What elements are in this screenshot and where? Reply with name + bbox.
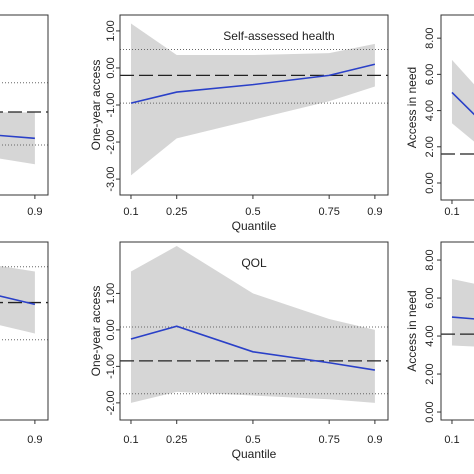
y-tick-label: -3.00 <box>105 167 117 192</box>
confidence-band <box>451 59 474 142</box>
x-axis-label: Quantile <box>232 219 277 233</box>
x-tick-label: 0.5 <box>245 206 260 218</box>
estimate-line <box>0 134 35 140</box>
estimate-line <box>130 325 376 371</box>
panel: 0.10.250.50.750.90.002.004.006.008.00Acc… <box>405 14 474 218</box>
x-tick-label: 0.9 <box>367 434 382 446</box>
y-tick-label: 0.00 <box>105 57 117 78</box>
x-tick-label: 0.1 <box>123 434 138 446</box>
y-axis-label: One-year access <box>89 60 103 151</box>
plot-frame <box>440 241 474 421</box>
panel: 0.1 0.25 0.5 0.75 0.9 -2.00 -1.00 0.00 1.00One-y… <box>89 241 389 461</box>
y-tick-label: 2.00 <box>424 136 436 157</box>
y-tick-label: 8.00 <box>424 27 436 48</box>
y-axis-label: Access in need <box>405 290 419 371</box>
x-tick-label: 0.75 <box>318 206 339 218</box>
panel: 0.10.250.50.750.9 <box>0 14 49 218</box>
confidence-band <box>451 279 474 347</box>
confidence-band <box>130 23 375 176</box>
x-tick-label: 0.9 <box>27 206 42 218</box>
plot-frame <box>119 241 389 421</box>
x-axis-label: Quantile <box>232 447 277 461</box>
panel-title: QOL <box>241 256 267 270</box>
estimate-line <box>130 63 376 104</box>
y-tick-label: 6.00 <box>424 287 436 308</box>
y-tick-label: 1.00 <box>105 20 117 41</box>
y-tick-label: 2.00 <box>424 363 436 384</box>
x-tick-label: 0.75 <box>318 434 339 446</box>
plot-area <box>0 82 48 165</box>
y-axis-label: One-year access <box>89 286 103 377</box>
estimate-line <box>0 295 36 306</box>
y-tick-label: 1.00 <box>105 283 117 304</box>
x-tick-label: 0.5 <box>245 434 260 446</box>
y-tick-label: -2.00 <box>105 390 117 415</box>
y-tick-label: 6.00 <box>424 64 436 85</box>
panel: 0.10.250.50.750.9 <box>0 241 49 446</box>
y-tick-label: 0.00 <box>424 401 436 422</box>
x-tick-label: 0.25 <box>166 434 187 446</box>
y-tick-label: 4.00 <box>424 100 436 121</box>
plot-area <box>120 246 388 403</box>
plot-frame <box>0 241 49 421</box>
x-tick-label: 0.1 <box>444 206 459 218</box>
y-tick-label: -1.00 <box>105 354 117 379</box>
x-tick-label: 0.9 <box>27 434 42 446</box>
y-tick-label: 4.00 <box>424 325 436 346</box>
panel: 0.10.250.50.750.90.002.004.006.008.00Acc… <box>405 241 474 446</box>
x-tick-label: 0.9 <box>367 206 382 218</box>
y-tick-label: 0.00 <box>424 172 436 193</box>
y-tick-label: 0.00 <box>105 319 117 340</box>
y-tick-label: 8.00 <box>424 249 436 270</box>
confidence-band <box>130 246 375 403</box>
x-tick-label: 0.1 <box>123 206 138 218</box>
y-tick-label: -1.00 <box>105 92 117 117</box>
x-tick-label: 0.1 <box>444 434 459 446</box>
y-axis-label: Access in need <box>405 67 419 148</box>
confidence-band <box>0 112 35 165</box>
y-tick-label: -2.00 <box>105 129 117 154</box>
panel: 0.1 0.25 0.5 0.75 0.9 -3.00 -2.00 -1.00 0.00 1.00… <box>89 14 389 233</box>
x-tick-label: 0.25 <box>166 206 187 218</box>
plot-area <box>120 23 388 176</box>
plot-area <box>441 279 474 347</box>
plot-frame <box>440 14 474 201</box>
plot-area <box>0 265 48 341</box>
plot-area <box>441 59 474 155</box>
plot-frame <box>0 14 49 196</box>
panel-title: Self-assessed health <box>223 29 334 43</box>
